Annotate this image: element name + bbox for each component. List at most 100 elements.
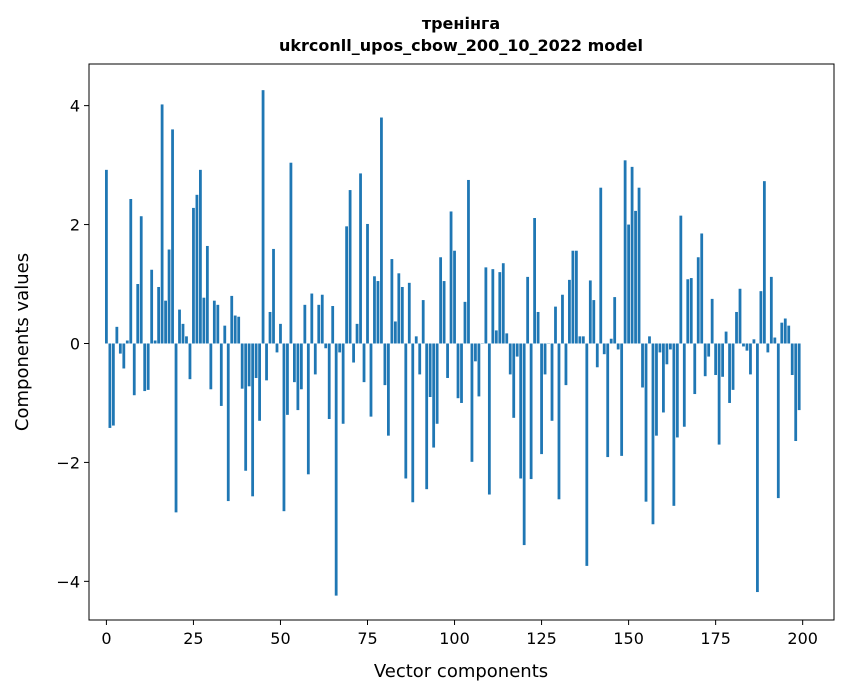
bar-component-75	[366, 223, 369, 344]
bar-component-44	[258, 343, 261, 421]
bar-component-191	[769, 276, 773, 344]
bar-component-0	[105, 169, 108, 344]
bar-component-36	[230, 295, 234, 344]
bar-component-156	[648, 336, 651, 344]
bar-component-138	[585, 343, 589, 566]
bar-component-135	[574, 250, 578, 344]
y-tick-label: −4	[56, 572, 80, 591]
bar-component-32	[216, 304, 220, 344]
bar-component-139	[588, 280, 592, 344]
bar-component-196	[787, 325, 791, 344]
bar-component-101	[456, 343, 460, 399]
bar-component-159	[658, 343, 662, 353]
bar-component-120	[522, 343, 526, 546]
bar-component-125	[540, 343, 543, 455]
bar-component-72	[355, 323, 359, 344]
bar-component-112	[494, 330, 498, 344]
bar-component-52	[286, 343, 289, 415]
bar-component-136	[578, 336, 582, 344]
bar-component-189	[762, 181, 766, 344]
bar-component-98	[446, 343, 449, 378]
bar-component-56	[299, 343, 303, 390]
x-tick-label: 125	[526, 629, 557, 648]
bar-component-33	[219, 343, 223, 406]
bar-component-18	[167, 249, 171, 344]
bar-component-131	[561, 294, 564, 344]
bar-component-174	[710, 298, 714, 344]
bar-component-73	[359, 173, 362, 344]
bar-component-77	[373, 276, 376, 344]
bar-component-164	[675, 343, 679, 438]
bar-component-74	[362, 343, 366, 383]
bar-component-39	[240, 343, 244, 389]
bar-component-140	[592, 300, 596, 344]
bar-component-1	[108, 343, 112, 428]
bar-component-141	[595, 343, 599, 368]
bar-component-81	[387, 343, 390, 436]
bar-component-142	[599, 187, 603, 344]
bar-component-181	[735, 311, 738, 344]
bar-component-90	[418, 343, 422, 375]
bar-component-190	[766, 343, 770, 353]
x-tick-label: 150	[613, 629, 644, 648]
bar-component-8	[132, 343, 136, 396]
x-axis-ticks: 0 25 50 75 100 125 150 175 200	[101, 620, 818, 648]
bar-component-161	[665, 343, 669, 365]
bar-component-68	[341, 343, 345, 424]
x-tick-label: 50	[270, 629, 290, 648]
bar-component-119	[519, 343, 523, 479]
bar-component-38	[237, 316, 241, 344]
bar-component-51	[282, 343, 286, 512]
bar-component-150	[627, 224, 630, 344]
bar-component-170	[696, 257, 700, 344]
bar-component-167	[686, 279, 690, 344]
bar-component-107	[477, 343, 481, 397]
bar-component-42	[251, 343, 255, 497]
bar-component-92	[425, 343, 429, 490]
bar-component-70	[348, 190, 352, 344]
bar-component-111	[491, 269, 495, 344]
bar-component-67	[338, 343, 342, 353]
y-axis-ticks: −4 −2 0 2 4	[56, 97, 89, 591]
bar-component-54	[293, 343, 296, 383]
bar-component-186	[752, 339, 756, 344]
bar-component-144	[606, 343, 610, 458]
bar-component-105	[470, 343, 474, 462]
bar-component-66	[334, 343, 338, 596]
bar-component-80	[383, 343, 387, 386]
bar-component-43	[254, 343, 258, 378]
bar-component-106	[474, 343, 477, 362]
bar-component-165	[679, 215, 683, 344]
bar-component-103	[463, 301, 467, 344]
bar-component-4	[118, 343, 122, 354]
bar-component-188	[759, 291, 763, 344]
bar-component-19	[171, 129, 174, 344]
x-tick-label: 25	[183, 629, 203, 648]
bar-component-7	[129, 198, 133, 344]
bar-component-143	[602, 343, 606, 355]
bar-component-10	[139, 216, 143, 344]
bar-component-31	[212, 300, 216, 344]
bar-component-152	[634, 210, 637, 344]
bar-component-24	[188, 343, 192, 380]
bar-component-199	[797, 343, 801, 411]
bar-component-15	[157, 286, 161, 344]
bar-component-155	[644, 343, 648, 502]
bar-component-133	[568, 279, 571, 344]
bar-component-95	[435, 343, 439, 424]
bar-component-109	[484, 267, 488, 344]
bar-component-128	[550, 343, 554, 421]
bar-component-5	[122, 343, 126, 369]
bar-component-60	[313, 343, 317, 375]
bar-component-113	[498, 272, 502, 344]
bar-component-48	[272, 248, 275, 344]
bar-component-29	[205, 245, 209, 344]
bar-component-13	[150, 269, 154, 344]
bar-component-26	[195, 194, 199, 344]
bar-component-40	[244, 343, 248, 471]
bar-component-102	[460, 343, 463, 403]
x-tick-label: 200	[787, 629, 818, 648]
bar-component-53	[289, 162, 293, 344]
bar-component-114	[501, 263, 505, 344]
